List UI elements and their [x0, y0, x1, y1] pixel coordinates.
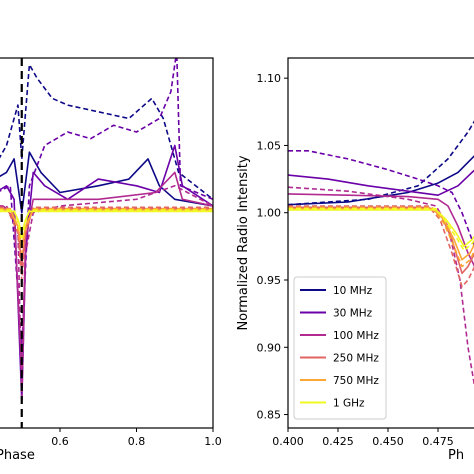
right-series-line-1 [288, 120, 474, 206]
legend-label-3: 250 MHz [333, 353, 379, 365]
left-series-line-3 [0, 58, 213, 349]
right-series-line-0 [288, 155, 474, 206]
left-x-tick-label-0: 0.6 [51, 435, 69, 448]
right-series-group [288, 120, 474, 388]
left-x-ticks: 0.6 0.8 1.0 [51, 428, 222, 448]
left-x-axis-label: Phase [0, 448, 35, 463]
left-series-line-5 [0, 185, 213, 402]
right-y-axis-label: Normalized Radio Intensity [236, 155, 251, 330]
legend-label-2: 100 MHz [333, 330, 379, 342]
right-x-tick-label-3: 0.475 [422, 435, 454, 448]
right-y-tick-label-2: 0.95 [257, 274, 282, 287]
right-y-tick-label-3: 1.00 [257, 207, 282, 220]
legend-label-0: 10 MHz [333, 285, 373, 297]
right-y-tick-label-5: 1.10 [257, 72, 282, 85]
right-y-tick-label-0: 0.85 [257, 409, 282, 422]
right-series-line-8 [288, 207, 474, 261]
left-series-line-4 [0, 171, 213, 375]
legend-label-5: 1 GHz [333, 398, 365, 410]
right-series-line-2 [288, 169, 474, 196]
left-x-tick-label-2: 1.0 [204, 435, 222, 448]
right-series-line-7 [288, 205, 474, 288]
right-series-line-4 [288, 193, 474, 268]
legend-entries: 10 MHz 30 MHz 100 MHz 250 MHz 750 MHz 1 GHz [300, 285, 379, 410]
right-x-tick-label-1: 0.425 [322, 435, 354, 448]
right-y-tick-label-4: 1.05 [257, 139, 282, 152]
right-y-tick-label-1: 0.90 [257, 341, 282, 354]
right-x-axis-label: Ph [448, 448, 464, 463]
left-panel: 0.6 0.8 1.0 Phase [0, 57, 222, 463]
left-series-line-7 [0, 206, 213, 281]
left-series-line-11 [0, 209, 213, 241]
right-series-line-3 [288, 150, 474, 248]
right-x-tick-label-2: 0.450 [372, 435, 404, 448]
left-series-line-0 [0, 151, 213, 214]
legend-label-1: 30 MHz [333, 308, 373, 320]
left-series-line-2 [0, 144, 213, 402]
left-plot-frame [0, 57, 214, 429]
right-series-line-10 [288, 209, 474, 248]
right-series-line-5 [288, 186, 474, 388]
left-series-line-1 [0, 63, 213, 200]
right-y-ticks: 0.85 0.90 0.95 1.00 1.05 1.10 [257, 72, 288, 422]
legend: 10 MHz 30 MHz 100 MHz 250 MHz 750 MHz 1 GHz [293, 276, 387, 420]
legend-label-4: 750 MHz [333, 375, 379, 387]
left-series-group [0, 58, 213, 402]
left-x-tick-label-1: 0.8 [128, 435, 146, 448]
right-series-line-6 [288, 206, 474, 275]
right-x-tick-label-0: 0.400 [272, 435, 304, 448]
left-series-line-6 [0, 207, 213, 268]
